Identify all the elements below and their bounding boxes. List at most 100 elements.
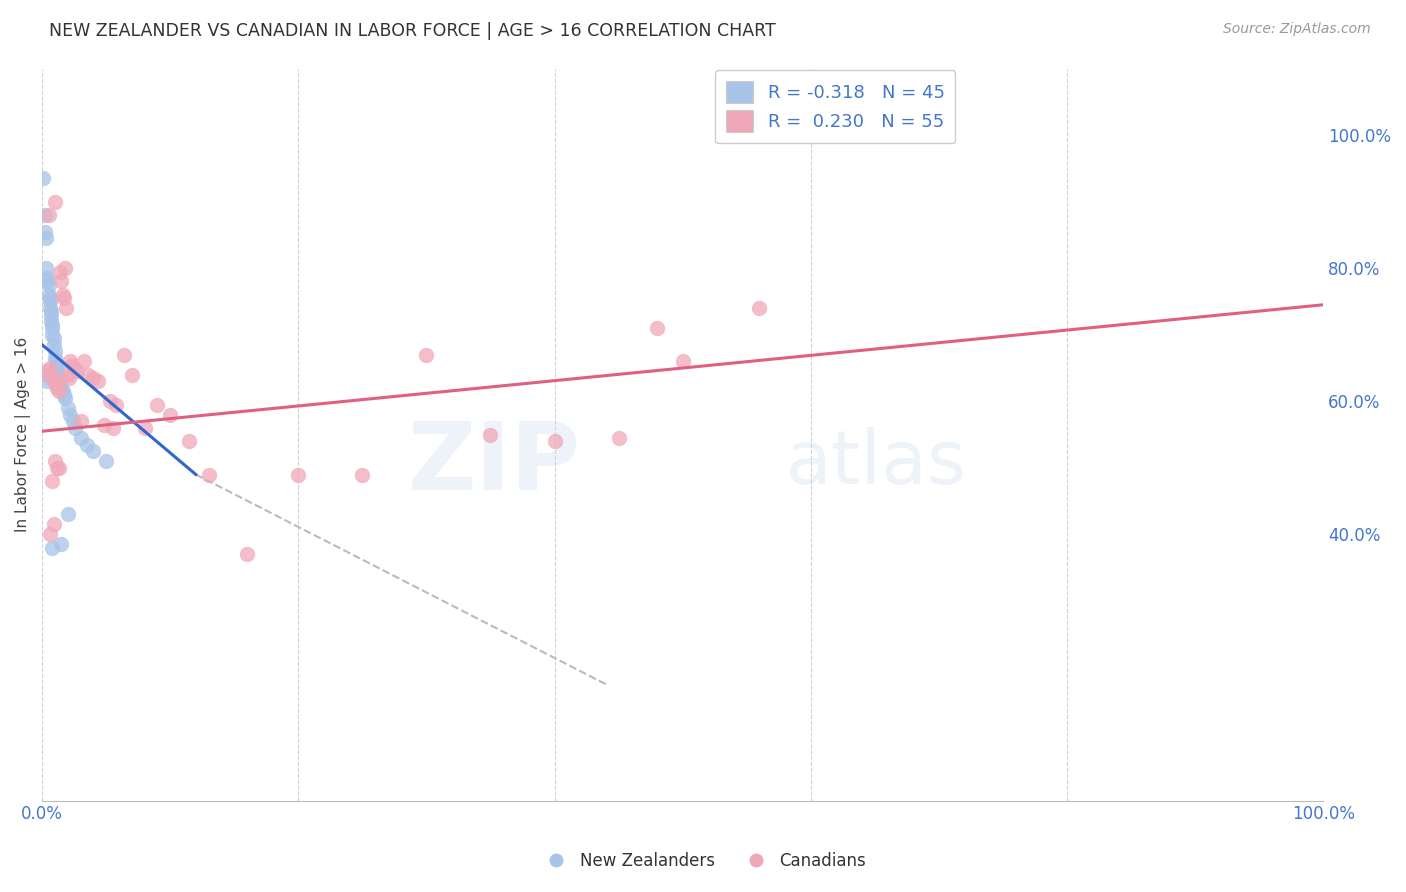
- Point: [87, 374, 110, 388]
- Point: [55, 301, 77, 315]
- Point: [38, 301, 60, 315]
- Point: [51, 275, 73, 289]
- Point: [63, 361, 86, 376]
- Point: [38, 287, 60, 301]
- Point: [38, 208, 60, 222]
- Point: [45, 377, 67, 392]
- Point: [197, 467, 219, 482]
- Point: [35, 231, 58, 245]
- Point: [287, 467, 309, 482]
- Point: [44, 344, 66, 359]
- Point: [42, 517, 65, 532]
- Point: [134, 421, 156, 435]
- Point: [543, 434, 565, 449]
- Point: [121, 368, 143, 382]
- Point: [748, 301, 770, 315]
- Point: [73, 354, 96, 368]
- Point: [49, 264, 72, 278]
- Point: [52, 291, 75, 305]
- Point: [62, 414, 84, 428]
- Text: NEW ZEALANDER VS CANADIAN IN LABOR FORCE | AGE > 16 CORRELATION CHART: NEW ZEALANDER VS CANADIAN IN LABOR FORCE…: [49, 22, 776, 40]
- Point: [672, 354, 695, 368]
- Legend: New Zealanders, Canadians: New Zealanders, Canadians: [533, 846, 873, 877]
- Point: [56, 368, 79, 382]
- Point: [98, 394, 121, 409]
- Point: [34, 208, 56, 222]
- Point: [42, 374, 65, 388]
- Point: [37, 275, 59, 289]
- Point: [69, 414, 91, 428]
- Text: ZIP: ZIP: [408, 417, 581, 510]
- Point: [41, 321, 63, 335]
- Point: [415, 348, 437, 362]
- Point: [42, 337, 65, 351]
- Point: [41, 327, 63, 342]
- Point: [45, 354, 67, 368]
- Point: [645, 321, 668, 335]
- Point: [112, 348, 135, 362]
- Point: [69, 431, 91, 445]
- Point: [41, 318, 63, 332]
- Point: [44, 454, 66, 468]
- Point: [59, 408, 82, 422]
- Point: [48, 460, 70, 475]
- Point: [41, 371, 63, 385]
- Point: [66, 364, 89, 378]
- Point: [42, 331, 65, 345]
- Point: [93, 417, 115, 432]
- Point: [813, 125, 835, 139]
- Point: [96, 454, 118, 468]
- Point: [60, 358, 83, 372]
- Point: [65, 421, 87, 435]
- Point: [159, 408, 181, 422]
- Point: [44, 194, 66, 209]
- Point: [56, 401, 79, 415]
- Point: [38, 527, 60, 541]
- Point: [52, 287, 75, 301]
- Point: [46, 364, 69, 378]
- Point: [146, 398, 169, 412]
- Point: [32, 171, 55, 186]
- Point: [38, 361, 60, 376]
- Point: [607, 431, 630, 445]
- Point: [58, 371, 80, 385]
- Point: [44, 351, 66, 365]
- Point: [179, 434, 201, 449]
- Point: [35, 368, 58, 382]
- Point: [39, 314, 62, 328]
- Point: [41, 541, 63, 555]
- Point: [38, 277, 60, 292]
- Point: [46, 460, 69, 475]
- Point: [41, 474, 63, 488]
- Point: [236, 547, 259, 561]
- Point: [39, 308, 62, 322]
- Point: [35, 261, 58, 276]
- Point: [82, 444, 104, 458]
- Point: [46, 361, 69, 376]
- Point: [37, 374, 59, 388]
- Point: [76, 437, 98, 451]
- Point: [101, 421, 124, 435]
- Legend: R = -0.318   N = 45, R =  0.230   N = 55: R = -0.318 N = 45, R = 0.230 N = 55: [716, 70, 956, 144]
- Point: [52, 384, 75, 399]
- Point: [45, 358, 67, 372]
- Point: [48, 371, 70, 385]
- Point: [82, 371, 104, 385]
- Point: [105, 398, 128, 412]
- Point: [48, 384, 70, 399]
- Point: [56, 508, 79, 522]
- Point: [38, 294, 60, 309]
- Point: [46, 381, 69, 395]
- Point: [52, 387, 75, 401]
- Point: [34, 225, 56, 239]
- Point: [51, 381, 73, 395]
- Text: Source: ZipAtlas.com: Source: ZipAtlas.com: [1223, 22, 1371, 37]
- Point: [51, 537, 73, 551]
- Point: [53, 261, 76, 276]
- Point: [38, 291, 60, 305]
- Point: [77, 368, 100, 382]
- Point: [479, 427, 502, 442]
- Point: [37, 271, 59, 285]
- Point: [53, 391, 76, 405]
- Point: [39, 304, 62, 318]
